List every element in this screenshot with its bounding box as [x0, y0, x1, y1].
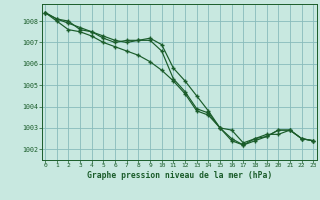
- X-axis label: Graphe pression niveau de la mer (hPa): Graphe pression niveau de la mer (hPa): [87, 171, 272, 180]
